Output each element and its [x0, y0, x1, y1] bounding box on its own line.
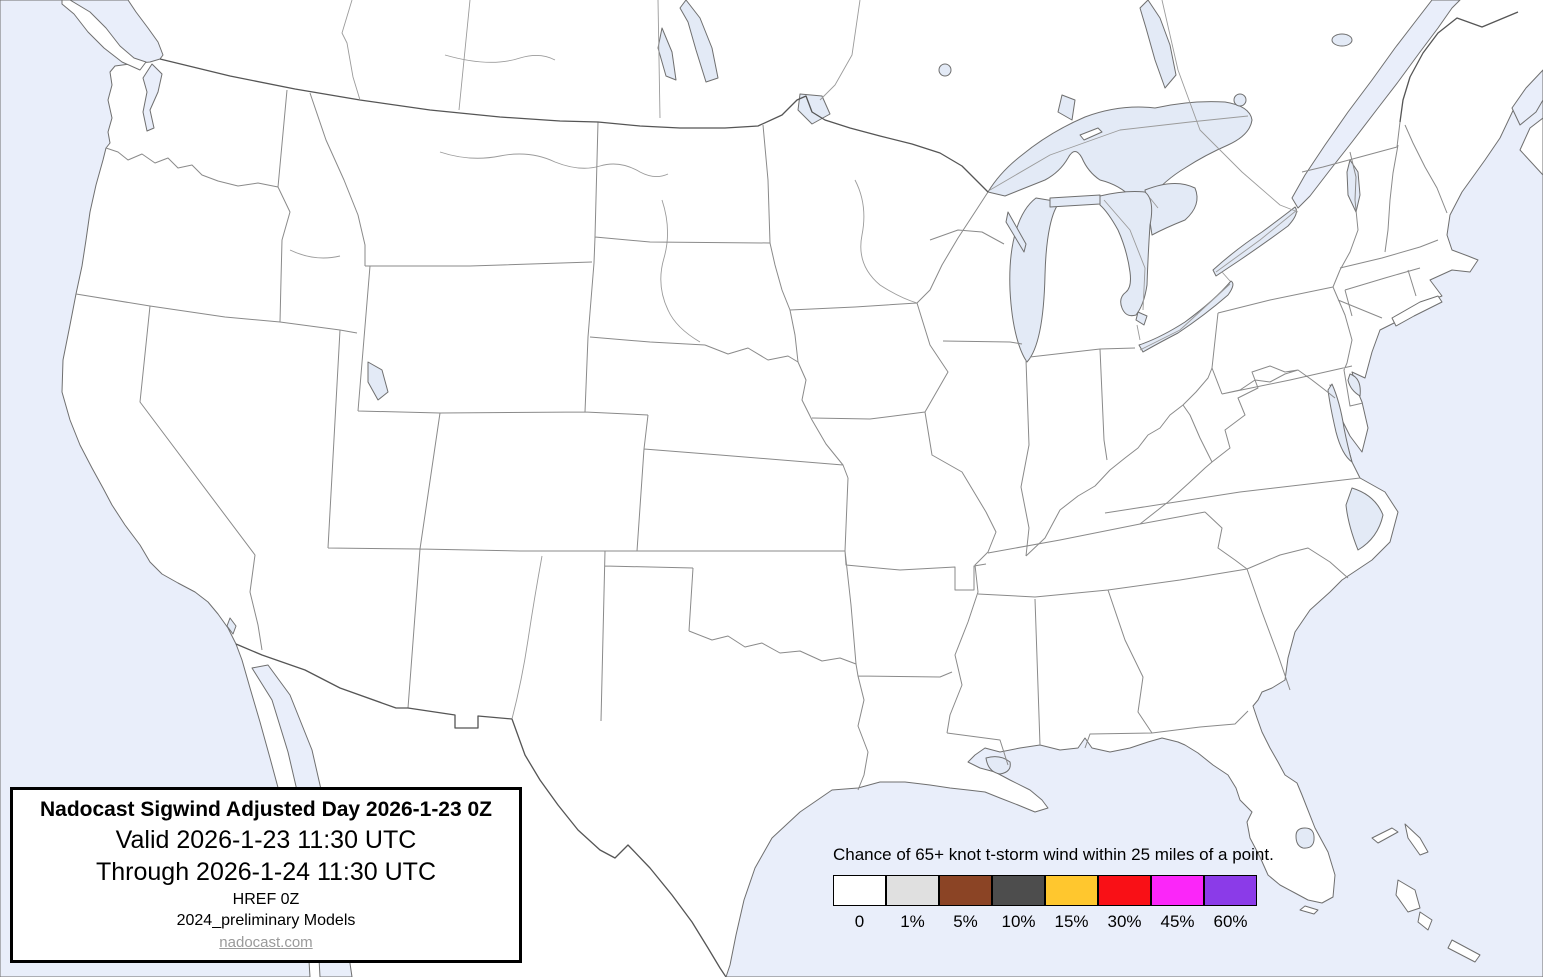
us-canada-border — [159, 58, 989, 193]
forecast-through-time: Through 2026-1-24 11:30 UTC — [95, 858, 436, 887]
puget-sound — [142, 63, 163, 132]
forecast-model: HREF 0Z — [232, 890, 300, 908]
lake-huron — [1099, 191, 1153, 317]
legend-swatch — [833, 875, 886, 906]
cuba-sliver — [1447, 939, 1481, 963]
upper-mississippi-river — [854, 179, 918, 304]
legend-bin-label: 0 — [854, 912, 865, 931]
bahama-island — [1395, 879, 1421, 913]
great-salt-lake — [367, 361, 389, 401]
legend-labels: 0 1% 5% 10% 15% 30% 45% 60% — [833, 912, 1274, 932]
james-bay — [1139, 0, 1177, 89]
legend-bin-label: 60% — [1213, 912, 1248, 931]
legend-swatch — [886, 875, 939, 906]
lake-superior — [987, 101, 1253, 202]
legend-swatch — [1098, 875, 1151, 906]
lake-of-the-woods — [797, 93, 831, 125]
missouri-river-upper — [439, 151, 669, 177]
lakes — [226, 0, 1384, 849]
legend-swatches — [833, 875, 1274, 906]
rivers — [289, 54, 918, 720]
lake-st-clair — [1135, 311, 1148, 326]
legend-bin-label: 45% — [1160, 912, 1195, 931]
chesapeake-bay — [1327, 383, 1353, 463]
lake-okeechobee — [1295, 827, 1315, 849]
probability-legend: Chance of 65+ knot t-storm wind within 2… — [833, 845, 1274, 932]
salton-sea — [226, 617, 237, 635]
legend-bin-label: 10% — [1001, 912, 1036, 931]
legend-swatch — [992, 875, 1045, 906]
pamlico-sound — [1345, 487, 1384, 551]
georgian-bay — [1144, 183, 1198, 236]
state-lines-east — [1020, 286, 1383, 691]
bahama-island — [1371, 827, 1399, 844]
canada-lake-dot — [1233, 93, 1247, 107]
lake-nipigon — [1057, 94, 1076, 121]
atlantic-and-gulf — [725, 94, 1543, 977]
us-mexico-border — [235, 643, 727, 977]
islands — [61, 0, 1543, 963]
state-lines-west — [75, 89, 849, 722]
state-borders — [75, 89, 1448, 791]
legend-swatch — [939, 875, 992, 906]
bahama-island — [1404, 823, 1429, 856]
state-lines-central — [688, 191, 1249, 791]
isle-royale — [1079, 127, 1103, 141]
forecast-info-box: Nadocast Sigwind Adjusted Day 2026-1-23 … — [10, 787, 522, 963]
border-through-lakes — [989, 115, 1298, 351]
bahama-island — [1417, 911, 1433, 931]
snake-river — [289, 249, 341, 259]
canada-lake-dot — [1331, 33, 1353, 47]
missouri-river-dakotas — [660, 199, 701, 343]
state-lines-new-england — [1301, 121, 1448, 317]
forecast-models-version: 2024_preliminary Models — [176, 912, 356, 930]
vancouver-island — [61, 0, 147, 71]
maine-quebec-border — [1399, 11, 1519, 123]
legend-swatch — [1204, 875, 1257, 906]
lake-erie — [1138, 280, 1234, 353]
pacific-ocean — [0, 0, 311, 977]
bay-of-fundy — [1511, 69, 1543, 126]
green-bay — [1005, 211, 1027, 253]
legend-swatch — [1151, 875, 1204, 906]
legend-bin-label: 15% — [1054, 912, 1089, 931]
forecast-title: Nadocast Sigwind Adjusted Day 2026-1-23 … — [39, 798, 493, 822]
legend-bin-label: 5% — [953, 912, 978, 931]
rio-grande-nm — [511, 555, 543, 720]
canada-province-borders — [341, 0, 1299, 213]
florida-keys — [1299, 905, 1319, 915]
legend-title: Chance of 65+ knot t-storm wind within 2… — [833, 845, 1274, 864]
legend-bin-label: 1% — [900, 912, 925, 931]
legend-bin-label: 30% — [1107, 912, 1142, 931]
lake-pontchartrain — [985, 756, 1011, 775]
legend-swatch — [1045, 875, 1098, 906]
national-borders — [159, 11, 1519, 977]
delaware-bay — [1347, 373, 1361, 397]
st-lawrence-river — [1291, 0, 1461, 209]
long-island — [1391, 295, 1443, 327]
saskatchewan-river — [444, 54, 556, 63]
lake-winnipeg — [679, 0, 719, 83]
forecast-valid-time: Valid 2026-1-23 11:30 UTC — [115, 825, 417, 854]
nova-scotia — [1519, 117, 1543, 176]
secondary-borders — [341, 0, 1299, 351]
nadocast-site-link[interactable]: nadocast.com — [219, 933, 313, 951]
canada-lake-dot — [938, 63, 952, 77]
